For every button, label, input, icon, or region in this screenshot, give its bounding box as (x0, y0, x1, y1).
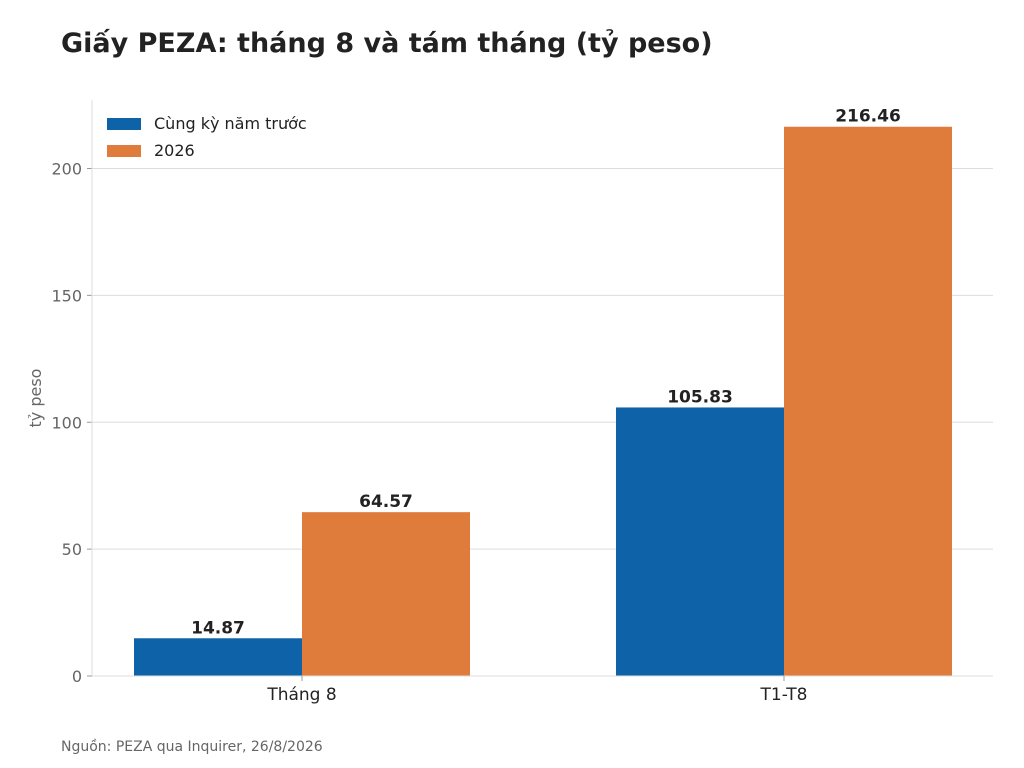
data-labels: 14.87 64.57 105.83 216.46 (191, 107, 901, 639)
y-axis-label: tỷ peso (26, 369, 45, 428)
x-tick-label: Tháng 8 (266, 685, 336, 705)
y-tick-label: 200 (51, 160, 82, 179)
bar (302, 512, 470, 676)
bar-value-label: 64.57 (359, 492, 413, 512)
bar (616, 407, 784, 676)
y-tick-label: 100 (51, 413, 82, 432)
legend-swatch (107, 145, 141, 157)
source-note: Nguồn: PEZA qua Inquirer, 26/8/2026 (61, 739, 323, 755)
x-tick-label: T1-T8 (760, 685, 808, 705)
bar-value-label: 14.87 (191, 618, 245, 638)
legend: Cùng kỳ năm trước 2026 (107, 114, 307, 160)
legend-label: Cùng kỳ năm trước (154, 114, 307, 133)
y-tick-label: 50 (62, 540, 82, 559)
bar-value-label: 105.83 (667, 387, 733, 407)
axes: 0 50 100 150 200 tỷ peso Tháng 8 T1-T8 (26, 100, 993, 705)
legend-label: 2026 (154, 141, 195, 160)
y-tick-label: 0 (72, 667, 82, 686)
chart-title: Giấy PEZA: tháng 8 và tám tháng (tỷ peso… (61, 28, 713, 59)
bar-value-label: 216.46 (835, 107, 901, 127)
bars (134, 126, 952, 676)
legend-swatch (107, 118, 141, 130)
y-tick-label: 150 (51, 286, 82, 305)
bar (784, 126, 952, 676)
bar (134, 638, 302, 676)
